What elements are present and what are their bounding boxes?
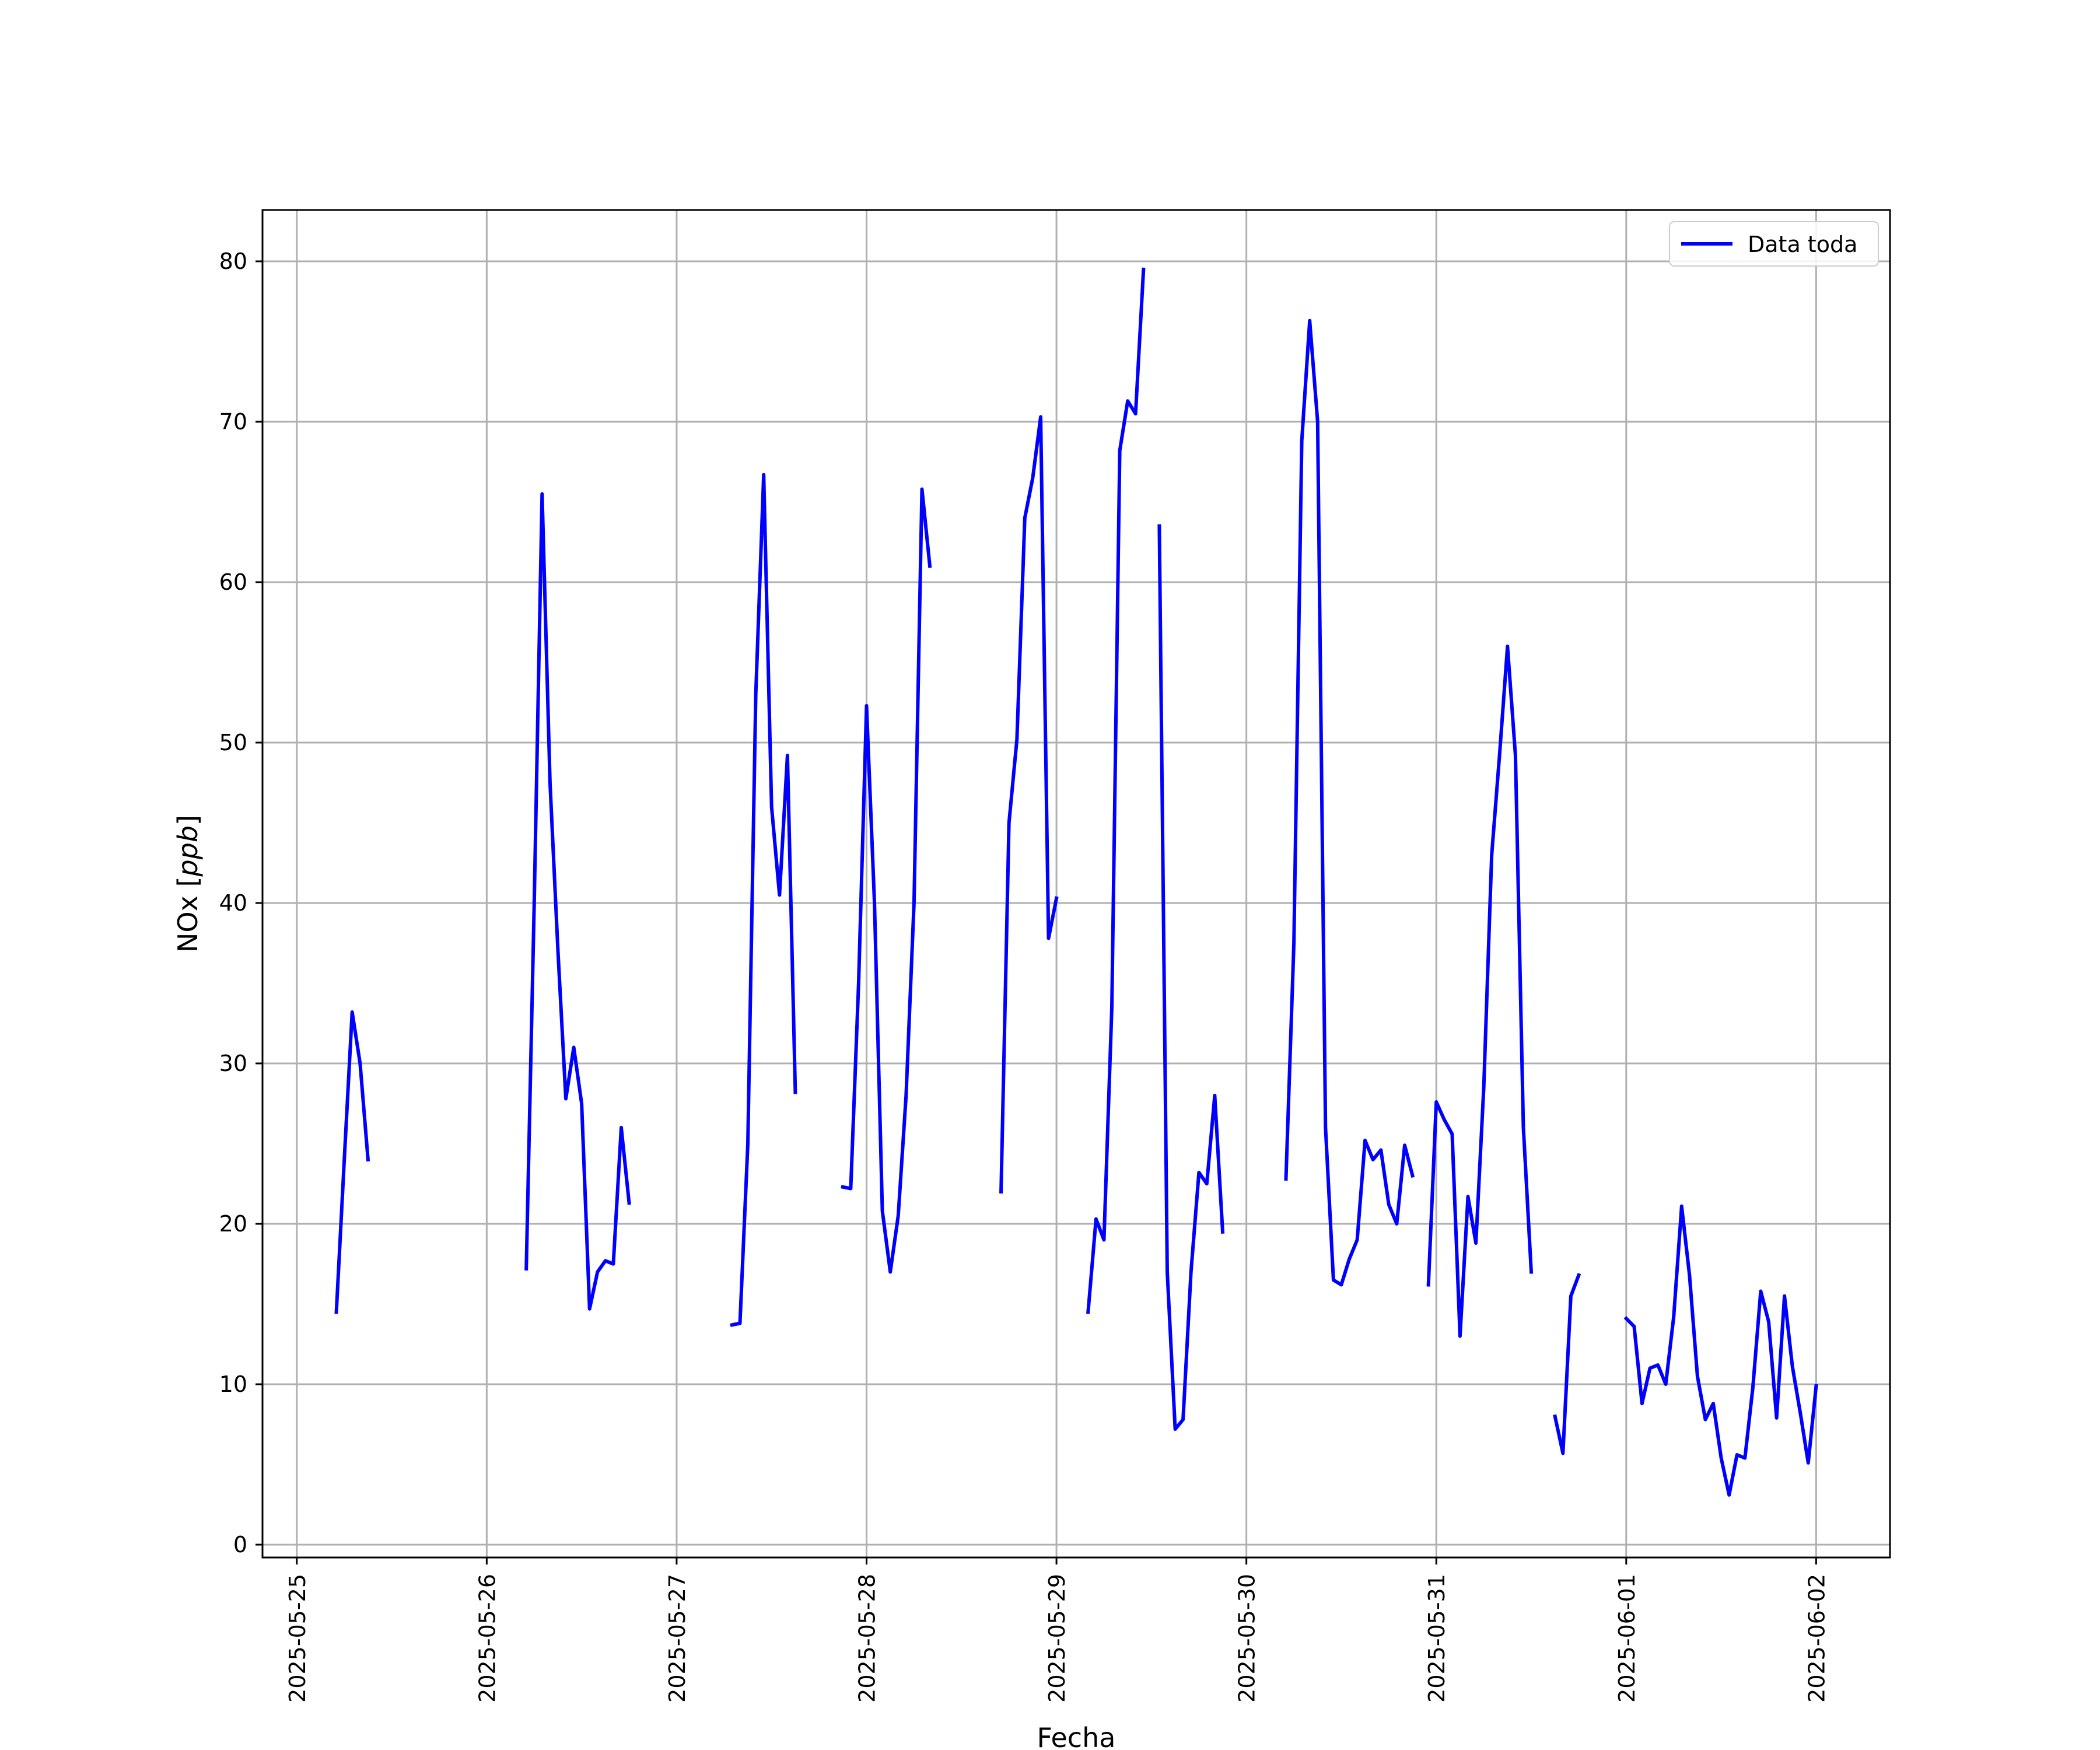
- x-axis-label: Fecha: [1037, 1722, 1116, 1750]
- y-tick-label: 40: [219, 890, 247, 916]
- y-tick-label: 0: [233, 1532, 247, 1558]
- x-tick-label: 2025-05-31: [1424, 1574, 1450, 1703]
- y-tick-label: 60: [219, 569, 247, 595]
- series-line-segment: [334, 1010, 370, 1314]
- y-tick-label: 50: [219, 730, 247, 755]
- y-tick-label: 10: [219, 1371, 247, 1397]
- series-data-toda: [334, 267, 1818, 1497]
- series-line-segment: [524, 492, 631, 1311]
- plot-frame: [261, 209, 1891, 1559]
- series-line-segment: [1086, 267, 1146, 1314]
- y-axis-label: NOx [ppb]: [172, 815, 204, 953]
- series-line-segment: [1623, 1204, 1818, 1497]
- series-line-segment: [1284, 318, 1415, 1287]
- y-axis-label-main: NOx: [172, 895, 204, 953]
- series-line-segment: [730, 473, 797, 1327]
- y-axis-label-unit: ppb: [172, 825, 204, 877]
- series-line-segment: [1553, 1273, 1581, 1455]
- series-line-segment: [1157, 524, 1225, 1431]
- legend: Data toda: [1669, 221, 1879, 267]
- series-line-segment: [841, 487, 932, 1274]
- legend-box: [1669, 221, 1879, 267]
- x-tick-label: 2025-06-02: [1804, 1574, 1829, 1703]
- grid: [262, 210, 1890, 1558]
- x-tick-label: 2025-05-26: [474, 1574, 500, 1703]
- series-line-segment: [1426, 645, 1534, 1338]
- x-tick-label: 2025-06-01: [1614, 1574, 1640, 1703]
- y-axis-ticks: 0 10 20 30 40 50 60 70 80: [219, 249, 262, 1558]
- x-tick-label: 2025-05-29: [1044, 1574, 1070, 1703]
- x-tick-label: 2025-05-27: [664, 1574, 690, 1703]
- x-axis-ticks: 2025-05-25 2025-05-26 2025-05-27 2025-05-28…: [285, 1558, 1829, 1703]
- y-tick-label: 80: [219, 249, 247, 274]
- legend-label: Data toda: [1748, 232, 1857, 257]
- series-line-segment: [999, 415, 1059, 1194]
- x-tick-label: 2025-05-30: [1234, 1574, 1260, 1703]
- x-tick-label: 2025-05-28: [855, 1574, 880, 1703]
- x-tick-label: 2025-05-25: [285, 1574, 310, 1703]
- y-tick-label: 20: [219, 1211, 247, 1237]
- y-tick-label: 70: [219, 409, 247, 435]
- y-tick-label: 30: [219, 1051, 247, 1076]
